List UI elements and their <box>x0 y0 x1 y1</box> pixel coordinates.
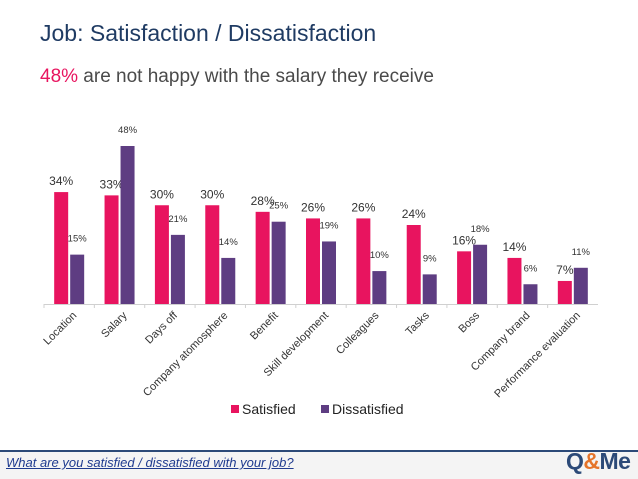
bar-satisfied <box>406 225 421 304</box>
x-tick-label: Performance evaluation <box>492 310 583 401</box>
legend-label-dissatisfied: Dissatisfied <box>332 401 404 417</box>
legend-swatch-dissatisfied <box>321 405 329 413</box>
data-label-dissatisfied: 18% <box>471 224 491 235</box>
data-label-satisfied: 16% <box>452 233 476 247</box>
x-tick-label: Tasks <box>403 309 432 338</box>
data-label-satisfied: 30% <box>200 187 224 201</box>
data-label-dissatisfied: 25% <box>269 201 289 212</box>
bar-dissatisfied <box>422 274 437 304</box>
x-tick-label: Days off <box>143 309 181 347</box>
bar-satisfied <box>306 218 320 304</box>
logo-amp: & <box>583 448 600 474</box>
x-tick-label: Boss <box>456 309 482 335</box>
bar-chart: 34% 15% Location 33% 48% Salary 30% 21% Days off… <box>41 125 598 417</box>
bar-dissatisfied <box>473 244 488 304</box>
bar-satisfied <box>54 192 69 304</box>
footer-divider <box>0 450 638 452</box>
bar-dissatisfied <box>322 241 336 304</box>
data-label-dissatisfied: 21% <box>168 214 188 225</box>
bar-satisfied <box>557 280 572 304</box>
data-label-dissatisfied: 6% <box>524 263 538 274</box>
bar-dissatisfied <box>221 257 236 304</box>
bar-dissatisfied <box>170 234 185 304</box>
data-label-dissatisfied: 48% <box>118 125 138 136</box>
data-label-satisfied: 26% <box>351 200 375 214</box>
x-tick-label: Salary <box>99 309 130 340</box>
x-tick-label: Colleagues <box>334 309 382 357</box>
data-label-dissatisfied: 15% <box>68 234 88 245</box>
bar-satisfied <box>205 205 220 304</box>
legend-label-satisfied: Satisfied <box>242 401 296 417</box>
data-label-satisfied: 28% <box>251 194 275 208</box>
bar-satisfied <box>154 205 169 304</box>
data-label-satisfied: 34% <box>49 174 73 188</box>
data-label-satisfied: 33% <box>100 177 124 191</box>
data-label-dissatisfied: 9% <box>423 253 437 264</box>
survey-question: What are you satisfied / dissatisfied wi… <box>6 455 294 470</box>
logo-q: Q <box>566 448 584 474</box>
data-label-satisfied: 26% <box>301 200 325 214</box>
bar-dissatisfied <box>70 254 85 304</box>
subtitle: 48% are not happy with the salary they r… <box>40 66 434 88</box>
data-label-dissatisfied: 10% <box>370 250 390 261</box>
x-tick-label: Benefit <box>248 310 281 343</box>
data-label-satisfied: 30% <box>150 187 174 201</box>
bar-dissatisfied <box>120 146 135 304</box>
bar-satisfied <box>507 257 522 304</box>
footer-bar <box>0 450 638 479</box>
bar-satisfied <box>104 195 119 304</box>
data-label-satisfied: 7% <box>556 263 574 277</box>
data-label-dissatisfied: 14% <box>219 237 239 248</box>
x-tick-label: Location <box>41 310 79 348</box>
logo-me: Me <box>599 448 631 474</box>
bar-dissatisfied <box>372 271 387 304</box>
data-label-satisfied: 14% <box>502 240 526 254</box>
data-label-dissatisfied: 11% <box>572 247 591 258</box>
data-label-dissatisfied: 19% <box>319 220 339 231</box>
bar-satisfied <box>356 218 371 304</box>
subtitle-highlight: 48% <box>40 66 79 87</box>
bar-satisfied <box>255 211 270 304</box>
bar-dissatisfied <box>523 284 538 304</box>
bar-dissatisfied <box>271 221 286 304</box>
qandme-logo: Q&Me <box>566 448 631 475</box>
page-title: Job: Satisfaction / Dissatisfaction <box>40 20 377 46</box>
data-label-satisfied: 24% <box>402 207 426 221</box>
bar-dissatisfied <box>573 267 588 304</box>
x-tick-label: Company atomosphere <box>141 310 230 399</box>
legend-swatch-satisfied <box>231 405 239 413</box>
bar-satisfied <box>457 251 472 304</box>
subtitle-text: are not happy with the salary they recei… <box>78 66 434 87</box>
